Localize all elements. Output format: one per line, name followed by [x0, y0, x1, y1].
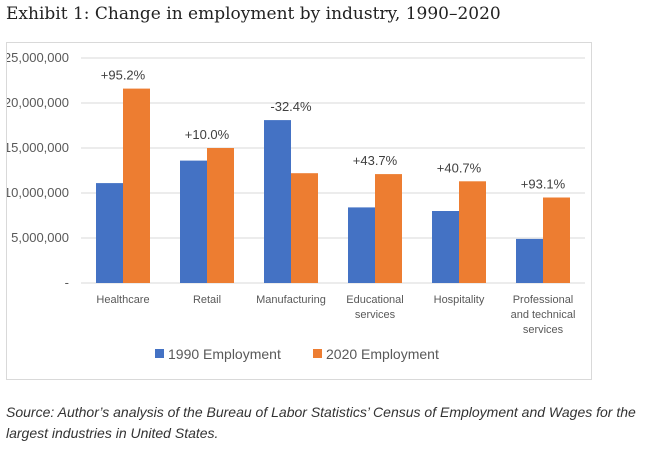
legend-swatch-1990 [155, 349, 164, 358]
bar-1990 [516, 238, 543, 283]
change-label: +10.0% [185, 127, 230, 142]
bar-1990 [348, 207, 375, 283]
category-label-line: Healthcare [96, 294, 149, 306]
category-label: Healthcare [96, 294, 149, 306]
legend-label-2020: 2020 Employment [326, 346, 439, 362]
change-label: -32.4% [270, 99, 312, 114]
bar-2020 [123, 88, 150, 283]
source-note: Source: Author’s analysis of the Bureau … [6, 404, 636, 441]
legend-label-1990: 1990 Employment [168, 346, 281, 362]
category-label-line: and technical [511, 309, 576, 321]
bar-2020 [543, 197, 570, 283]
employment-bar-chart: - 5,000,000 10,000,000 15,000,000 20,000,000… [7, 50, 585, 362]
category-label-line: Professional [513, 294, 574, 306]
bar-1990 [432, 211, 459, 283]
bar-2020 [459, 181, 486, 283]
change-label: +95.2% [101, 68, 146, 83]
change-label: +40.7% [437, 160, 482, 175]
category-label: Retail [193, 294, 221, 306]
y-tick-label: - [65, 275, 69, 290]
category-label-line: Manufacturing [256, 294, 326, 306]
category-label: Educational services [346, 294, 404, 321]
category-label: Manufacturing [256, 294, 326, 306]
y-tick-label: 20,000,000 [7, 95, 69, 110]
category-label-line: services [355, 309, 396, 321]
change-label: +93.1% [521, 177, 566, 192]
bar-1990 [264, 120, 291, 283]
category-label: Professional and technical services [511, 294, 576, 336]
chart-container: - 5,000,000 10,000,000 15,000,000 20,000,000… [6, 42, 592, 380]
y-tick-label: 5,000,000 [11, 230, 69, 245]
category-label-line: services [523, 324, 564, 336]
category-label-line: Educational [346, 294, 404, 306]
change-label: +43.7% [353, 153, 398, 168]
y-tick-label: 25,000,000 [7, 50, 69, 65]
category-label-line: Retail [193, 294, 221, 306]
exhibit-title: Exhibit 1: Change in employment by indus… [6, 4, 501, 24]
y-tick-label: 15,000,000 [7, 140, 69, 155]
bar-2020 [207, 148, 234, 283]
legend-swatch-2020 [313, 349, 322, 358]
bar-1990 [96, 183, 123, 283]
category-label-line: Hospitality [434, 294, 485, 306]
y-tick-label: 10,000,000 [7, 185, 69, 200]
bar-2020 [375, 174, 402, 283]
bar-1990 [180, 160, 207, 283]
bar-2020 [291, 173, 318, 283]
category-label: Hospitality [434, 294, 485, 306]
